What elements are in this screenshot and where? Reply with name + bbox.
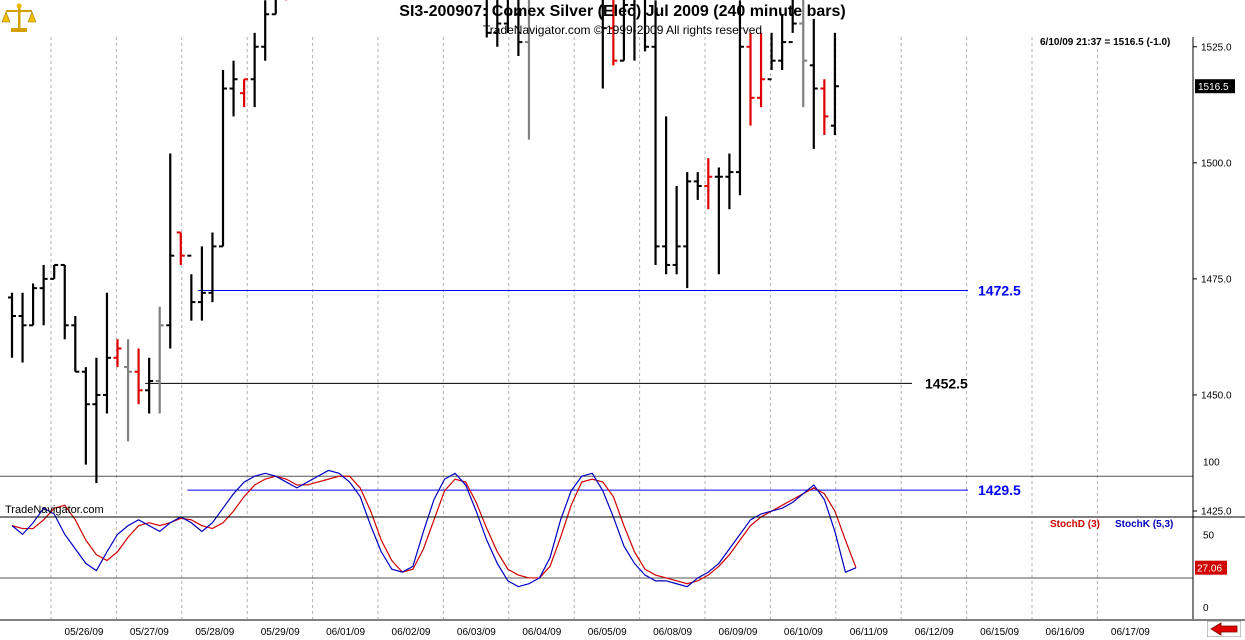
x-tick-label: 06/10/09: [784, 627, 823, 638]
x-tick-label: 05/26/09: [65, 627, 104, 638]
x-tick-label: 06/03/09: [457, 627, 496, 638]
x-tick-label: 06/17/09: [1111, 627, 1150, 638]
watermark-text: TradeNavigator.com: [5, 504, 104, 516]
axes: [0, 37, 1245, 621]
stoch-tick-label: 100: [1203, 458, 1220, 469]
x-tick-label: 05/29/09: [261, 627, 300, 638]
y-tick-label: 1500.0: [1201, 158, 1232, 169]
price-level-label: 1472.5: [978, 282, 1021, 298]
copyright-text: TradeNavigator.com © 1999-2009 All right…: [482, 23, 763, 37]
x-tick-label: 06/12/09: [915, 627, 954, 638]
price-grid: [50, 37, 1098, 515]
last-price-badge: [1195, 79, 1235, 94]
y-tick-label: 1450.0: [1201, 390, 1232, 401]
x-tick-label: 06/15/09: [980, 627, 1019, 638]
x-tick-label: 05/28/09: [195, 627, 234, 638]
price-levels: 1608.51586.01563.51549.51472.51452.51429…: [145, 282, 1021, 498]
stoch-tick-label: 0: [1203, 603, 1209, 614]
stoch-tick-label: 50: [1203, 530, 1215, 541]
scales-of-justice-icon: [2, 3, 36, 32]
price-level-label: 1429.5: [978, 482, 1021, 498]
x-tick-label: 05/27/09: [130, 627, 169, 638]
stoch-axis-ticks: 100 50 0 27.06: [1195, 458, 1227, 614]
x-tick-label: 06/16/09: [1046, 627, 1085, 638]
price-level-label: 1452.5: [925, 375, 968, 391]
y-tick-label: 1525.0: [1201, 42, 1232, 53]
stoch-value-badge: [1195, 560, 1227, 575]
legend-stochd: StochD (3): [1050, 519, 1100, 530]
red-left-arrow-icon[interactable]: [1207, 621, 1241, 637]
legend-stochk: StochK (5,3): [1115, 519, 1174, 530]
last-price-label: 1516.5: [1198, 82, 1229, 93]
x-tick-label: 06/04/09: [522, 627, 561, 638]
stoch-lines: [11, 469, 857, 588]
x-tick-label: 06/11/09: [850, 627, 889, 638]
stoch-series-line: [11, 475, 857, 585]
x-tick-label: 06/08/09: [653, 627, 692, 638]
stoch-series-line: [11, 469, 857, 588]
y-tick-label: 1475.0: [1201, 274, 1232, 285]
x-tick-label: 06/09/09: [719, 627, 758, 638]
x-tick-label: 06/05/09: [588, 627, 627, 638]
x-tick-label: 06/01/09: [326, 627, 365, 638]
price-axis-ticks: 1425.01450.01475.01500.01525.01550.01575…: [1193, 42, 1235, 518]
stoch-value-label: 27.06: [1197, 564, 1222, 575]
price-bars: [8, 0, 839, 484]
price-readout: 6/10/09 21:37 = 1516.5 (-1.0): [1040, 37, 1171, 48]
y-tick-label: 1425.0: [1201, 507, 1232, 518]
x-tick-label: 06/02/09: [392, 627, 431, 638]
date-axis-ticks: 05/26/09 05/27/09 05/28/09 05/29/09 06/01/09…: [65, 627, 1151, 638]
chart-title: SI3-200907: Comex Silver (Elec) Jul 2009…: [399, 3, 846, 20]
